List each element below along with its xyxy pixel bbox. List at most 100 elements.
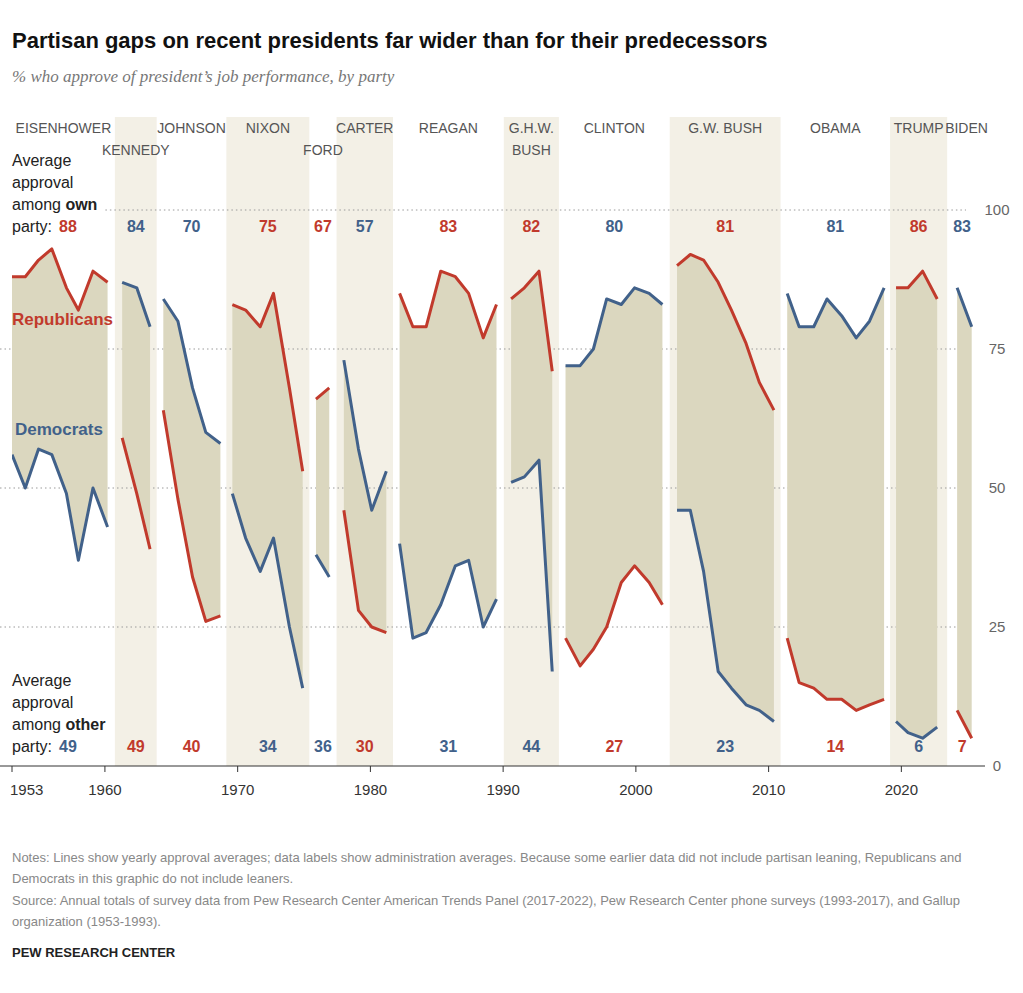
- note-word: own: [65, 196, 97, 213]
- x-tick-label: 2010: [752, 781, 785, 798]
- x-tick-label: 1970: [221, 781, 254, 798]
- administration-band: [12, 117, 115, 766]
- note-word: other: [65, 716, 105, 733]
- administration-band: [309, 117, 336, 766]
- note-word: approval: [12, 174, 73, 191]
- other-party-average: 34: [259, 738, 277, 755]
- x-tick: [370, 766, 371, 772]
- president-name: NIXON: [246, 120, 290, 136]
- text-line: Source: Annual totals of survey data fro…: [12, 893, 960, 908]
- y-tick-label: 75: [989, 340, 1006, 357]
- x-tick-label: 1990: [486, 781, 519, 798]
- own-party-average: 82: [522, 218, 540, 235]
- grid: [0, 210, 985, 772]
- own-party-average: 67: [314, 218, 332, 235]
- gap-area: [677, 254, 774, 721]
- name-line: G.H.W.: [509, 120, 554, 136]
- title: Partisan gaps on recent presidents far w…: [12, 28, 768, 53]
- administration-band: [890, 117, 947, 766]
- administration-band: [559, 117, 670, 766]
- series-line: [12, 282, 972, 738]
- president-name: REAGAN: [419, 120, 478, 136]
- x-tick-label: 1960: [88, 781, 121, 798]
- president-name: JOHNSON: [157, 120, 225, 136]
- president-name: CARTER: [336, 120, 393, 136]
- other-party-average: 6: [914, 738, 923, 755]
- own-party-average: 75: [259, 218, 277, 235]
- text-line: Democrats in this graphic do not include…: [12, 871, 293, 886]
- subtitle: % who approve of president’s job perform…: [12, 67, 395, 86]
- x-tick: [104, 766, 105, 772]
- administration-band: [115, 117, 157, 766]
- text-line: Notes: Lines show yearly approval averag…: [12, 850, 962, 865]
- administration-band: [781, 117, 891, 766]
- text-line: organization (1953-1993).: [12, 914, 161, 929]
- gap-area: [232, 293, 302, 688]
- administration-band: [670, 117, 781, 766]
- other-party-average: 27: [605, 738, 623, 755]
- x-tick-label: 2000: [619, 781, 652, 798]
- president-name: KENNEDY: [102, 142, 170, 158]
- other-party-average: 44: [522, 738, 540, 755]
- notes: Notes: Lines show yearly approval averag…: [12, 850, 962, 886]
- president-name: OBAMA: [810, 120, 861, 136]
- x-axis-line: [0, 766, 985, 767]
- source: Source: Annual totals of survey data fro…: [12, 893, 960, 929]
- own-party-average: 70: [183, 218, 201, 235]
- president-name: G.W. BUSH: [688, 120, 762, 136]
- plot-area: [12, 249, 972, 738]
- administration-band: [393, 117, 504, 766]
- own-party-average: 86: [910, 218, 928, 235]
- own-party-average: 83: [953, 218, 971, 235]
- own-party-average: 81: [716, 218, 734, 235]
- x-tick: [768, 766, 769, 772]
- own-party-average: 80: [605, 218, 623, 235]
- x-tick: [12, 766, 13, 772]
- president-name: TRUMP: [894, 120, 944, 136]
- president-name: G.H.W. BUSH: [509, 120, 554, 158]
- gap-area: [12, 249, 108, 560]
- x-tick-label: 1953: [10, 781, 43, 798]
- gap-areas: [12, 249, 972, 738]
- own-party-average: 84: [127, 218, 145, 235]
- texts: Partisan gaps on recent presidents far w…: [10, 28, 1010, 960]
- other-party-average: 40: [183, 738, 201, 755]
- x-tick: [901, 766, 902, 772]
- gap-area: [122, 282, 150, 549]
- note-word: among: [12, 716, 65, 733]
- gap-area: [787, 288, 884, 711]
- president-name: BIDEN: [945, 120, 988, 136]
- gap-area: [957, 288, 972, 738]
- name-line: BUSH: [512, 142, 551, 158]
- own-party-average: 83: [439, 218, 457, 235]
- other-party-average: 36: [314, 738, 332, 755]
- note-word: Average: [12, 152, 71, 169]
- administration-band: [337, 117, 393, 766]
- other-party-average: 7: [958, 738, 967, 755]
- y-tick-label: 50: [989, 479, 1006, 496]
- note-word: Average: [12, 672, 71, 689]
- grid-line: [105, 210, 966, 211]
- own-party-average: 57: [356, 218, 374, 235]
- own-party-average: 88: [59, 218, 77, 235]
- y-tick-label: 25: [989, 618, 1006, 635]
- own-party-average: 81: [826, 218, 844, 235]
- note-word: approval: [12, 694, 73, 711]
- x-tick: [635, 766, 636, 772]
- note-word: party:: [12, 738, 52, 755]
- y-tick-label: 0: [993, 757, 1001, 774]
- president-name: FORD: [303, 142, 343, 158]
- other-party-average: 49: [59, 738, 77, 755]
- series-label: Republicans: [12, 310, 113, 329]
- other-party-note: Average approval among other party:: [12, 672, 105, 755]
- own-party-note: Averageapprovalamong ownparty:: [12, 152, 97, 235]
- chart: Partisan gaps on recent presidents far w…: [0, 0, 1023, 993]
- administration-band: [947, 117, 977, 766]
- other-party-average: 14: [826, 738, 844, 755]
- other-party-average: 31: [439, 738, 457, 755]
- bands: [12, 117, 977, 766]
- president-name: CLINTON: [584, 120, 645, 136]
- other-party-average: 23: [716, 738, 734, 755]
- y-tick-label: 100: [984, 201, 1009, 218]
- x-tick: [503, 766, 504, 772]
